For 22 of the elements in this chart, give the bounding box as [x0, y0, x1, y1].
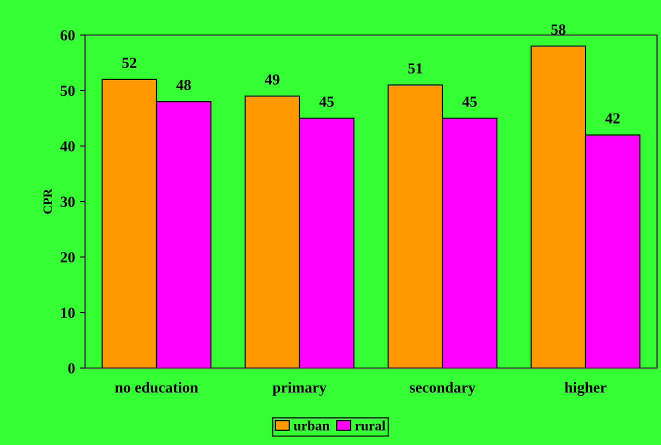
y-tick-label: 30 — [60, 196, 75, 207]
y-tick-label: 20 — [60, 252, 75, 262]
x-tick-label: higher — [564, 382, 606, 396]
data-label: 49 — [264, 74, 280, 85]
y-tick-label: 0 — [68, 363, 75, 374]
y-tick-label: 50 — [60, 86, 75, 96]
data-label: 48 — [176, 80, 191, 90]
y-axis-title: CPR — [44, 188, 52, 214]
legend-label: urban — [294, 420, 330, 430]
y-tick-label: 40 — [60, 141, 75, 152]
data-label: 45 — [462, 96, 477, 107]
x-tick-label: primary — [272, 382, 327, 396]
data-label: 51 — [408, 63, 422, 74]
data-label: 45 — [319, 96, 334, 107]
x-tick-label: no education — [115, 382, 198, 393]
y-tick-label: 10 — [61, 308, 75, 318]
data-label: 58 — [551, 24, 566, 35]
data-label: 42 — [605, 113, 620, 124]
legend-label: rural — [355, 420, 386, 430]
x-tick-label: secondary — [410, 382, 476, 396]
data-label: 52 — [122, 58, 136, 68]
y-tick-label: 60 — [60, 30, 75, 40]
